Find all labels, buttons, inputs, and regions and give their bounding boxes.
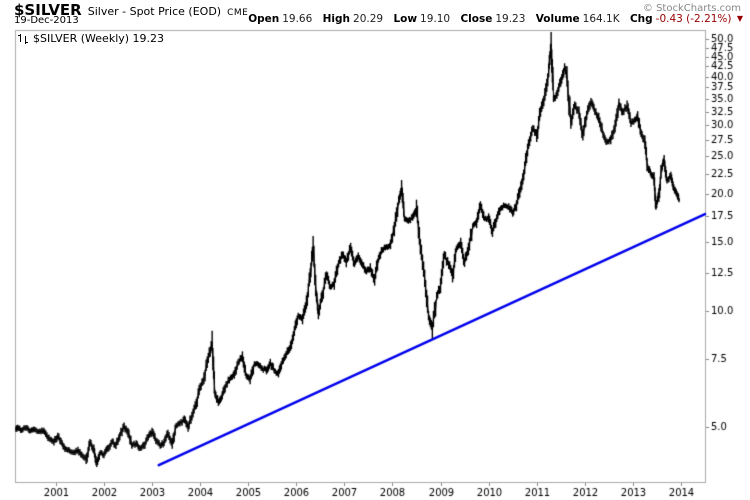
chart-date: 19-Dec-2013 <box>14 15 79 26</box>
volume-value: 164.1K <box>582 13 620 25</box>
change-label: Chg <box>629 13 653 25</box>
change-value: -0.43 (-2.21%) <box>655 13 732 25</box>
chart-legend-label: $SILVER (Weekly) 19.23 <box>33 32 165 45</box>
close-value: 19.23 <box>495 13 526 25</box>
low-label: Low <box>393 13 418 25</box>
chart-title-row: $SILVER Silver - Spot Price (EOD) CME <box>14 1 248 19</box>
exchange-label: CME <box>227 8 249 18</box>
high-value: 20.29 <box>353 13 384 25</box>
change-down-icon: ▼ <box>736 14 743 23</box>
high-label: High <box>322 13 351 25</box>
open-label: Open <box>248 13 280 25</box>
close-label: Close <box>460 13 493 25</box>
low-value: 19.10 <box>420 13 451 25</box>
chart-legend: $SILVER (Weekly) 19.23 <box>17 32 164 45</box>
price-style-icon <box>18 33 28 44</box>
volume-label: Volume <box>535 13 580 25</box>
quote-summary: Open 19.66 High 20.29 Low 19.10 Close 19.23 … <box>241 13 743 25</box>
ticker-symbol: $SILVER <box>14 1 82 19</box>
ticker-description: Silver - Spot Price (EOD) <box>87 5 222 18</box>
open-value: 19.66 <box>282 13 313 25</box>
copyright-label: © StockCharts.com <box>642 3 741 14</box>
